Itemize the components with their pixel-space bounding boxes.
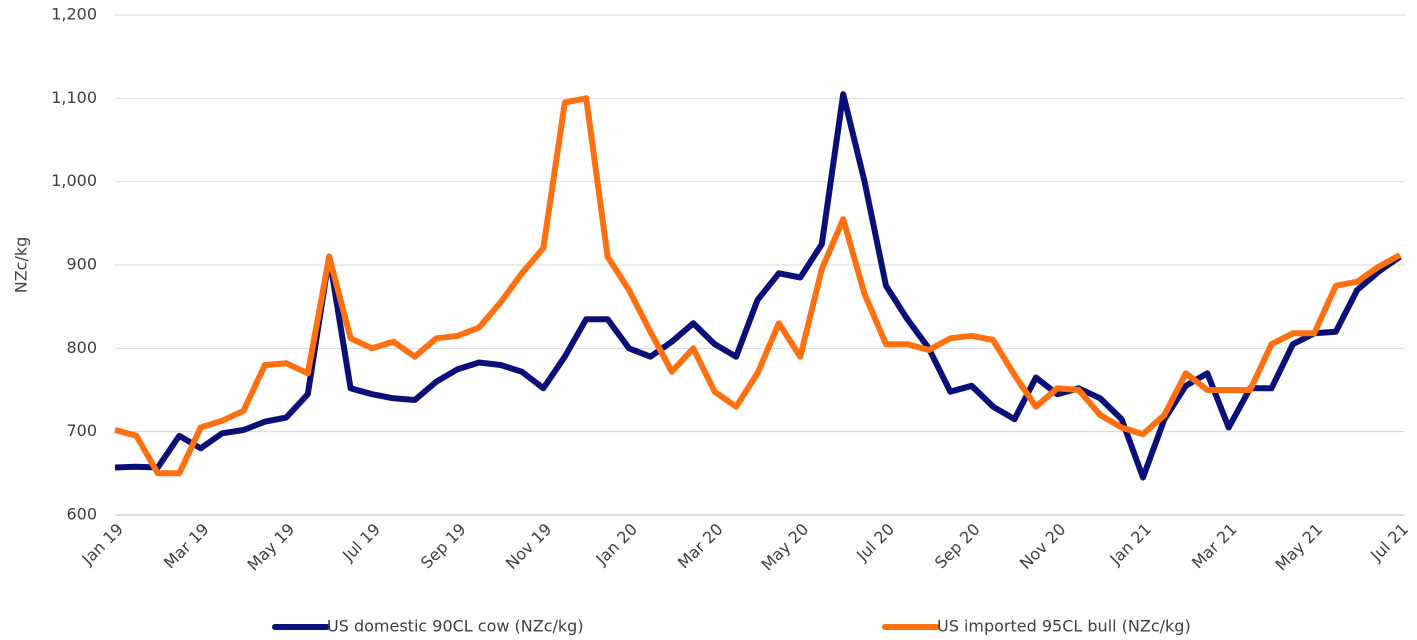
x-tick-label: Jul 19 [338, 520, 384, 566]
x-tick-label: May 19 [244, 520, 299, 575]
x-tick-label: Sep 19 [417, 520, 470, 573]
x-tick-label: Mar 19 [160, 520, 213, 573]
x-tick-label: May 20 [758, 520, 813, 575]
line-series [114, 95, 1402, 477]
y-tick-label: 1,200 [51, 5, 97, 24]
y-tick-label: 800 [66, 338, 97, 357]
x-tick-label: Jul 21 [1366, 520, 1412, 566]
x-tick-label: Jul 20 [852, 520, 898, 566]
x-tick-label: Mar 21 [1188, 520, 1241, 573]
y-tick-label: 600 [66, 505, 97, 524]
x-tick-label: Jan 20 [591, 520, 641, 570]
y-tick-label: 700 [66, 421, 97, 440]
x-tick-label: Jan 19 [77, 520, 127, 570]
x-tick-label: Mar 20 [674, 520, 727, 573]
x-tick-label: Nov 19 [502, 520, 556, 574]
line-series [114, 91, 1402, 481]
y-axis-label: NZc/kg [12, 237, 31, 294]
y-tick-label: 900 [66, 255, 97, 274]
x-tick-label: May 21 [1272, 520, 1327, 575]
y-tick-label: 1,100 [51, 88, 97, 107]
y-tick-label: 1,000 [51, 171, 97, 190]
legend-label: US imported 95CL bull (NZc/kg) [937, 617, 1191, 636]
legend-label: US domestic 90CL cow (NZc/kg) [327, 617, 584, 636]
x-tick-label: Jan 21 [1105, 520, 1155, 570]
x-tick-label: Sep 20 [931, 520, 984, 573]
x-tick-label: Nov 20 [1016, 520, 1070, 574]
